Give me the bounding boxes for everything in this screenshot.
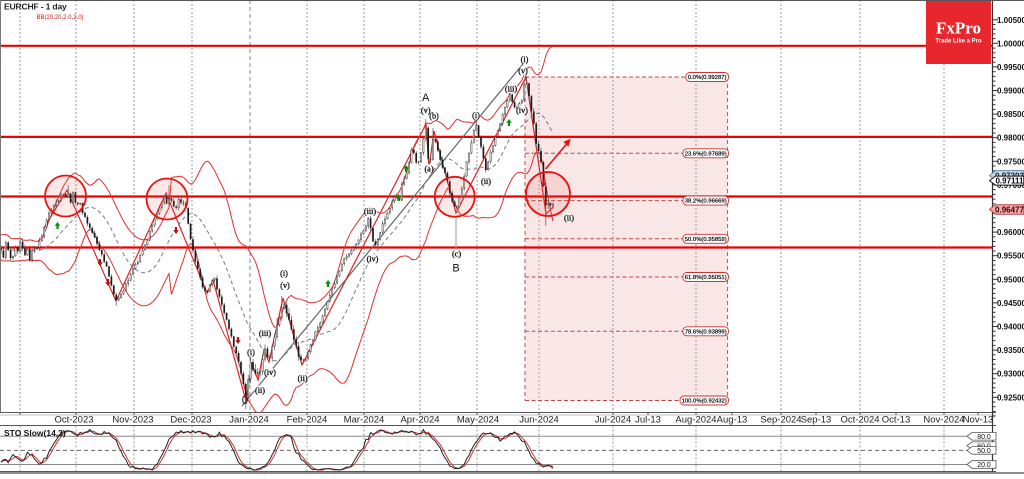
svg-text:B: B bbox=[452, 263, 459, 275]
svg-text:(iv): (iv) bbox=[367, 255, 379, 264]
svg-text:38.2%(0.96669): 38.2%(0.96669) bbox=[685, 199, 727, 205]
svg-text:(v): (v) bbox=[518, 66, 528, 75]
svg-text:23.6%(0.97689): 23.6%(0.97689) bbox=[685, 151, 727, 157]
svg-text:A: A bbox=[422, 92, 430, 104]
svg-text:(iii): (iii) bbox=[364, 207, 377, 216]
svg-text:STO Slow(14,3): STO Slow(14,3) bbox=[4, 428, 66, 438]
svg-text:BB(20,20,2.0,2.0): BB(20,20,2.0,2.0) bbox=[37, 15, 84, 21]
svg-text:(i): (i) bbox=[521, 55, 529, 64]
svg-text:Oct-2023: Oct-2023 bbox=[54, 415, 93, 426]
svg-text:20.0: 20.0 bbox=[977, 462, 991, 469]
svg-text:Oct-13: Oct-13 bbox=[882, 415, 911, 426]
svg-text:(ii): (ii) bbox=[481, 177, 491, 186]
svg-text:(iv): (iv) bbox=[516, 106, 528, 115]
svg-text:0.99500: 0.99500 bbox=[997, 63, 1024, 72]
svg-text:Jan-2024: Jan-2024 bbox=[229, 415, 269, 426]
svg-text:0.96000: 0.96000 bbox=[997, 228, 1024, 237]
svg-text:Trade Like a Pro: Trade Like a Pro bbox=[935, 39, 982, 45]
svg-text:EURCHF - 1 day: EURCHF - 1 day bbox=[4, 2, 67, 12]
svg-text:0.97111: 0.97111 bbox=[995, 177, 1024, 186]
svg-text:(b): (b) bbox=[429, 111, 439, 120]
svg-text:Sep-13: Sep-13 bbox=[801, 415, 832, 426]
svg-text:Dec-2023: Dec-2023 bbox=[170, 415, 211, 426]
svg-text:Jun-2024: Jun-2024 bbox=[519, 415, 559, 426]
svg-text:0.99000: 0.99000 bbox=[997, 87, 1024, 96]
svg-text:May-2024: May-2024 bbox=[457, 415, 499, 426]
svg-text:Aug-13: Aug-13 bbox=[717, 415, 748, 426]
svg-text:Nov-2024: Nov-2024 bbox=[923, 415, 964, 426]
svg-text:(ii): (ii) bbox=[255, 386, 265, 395]
svg-text:(iii): (iii) bbox=[259, 329, 272, 338]
svg-text:Sep-2024: Sep-2024 bbox=[760, 415, 801, 426]
svg-text:0.96477: 0.96477 bbox=[995, 205, 1024, 214]
svg-text:Oct-2024: Oct-2024 bbox=[840, 415, 879, 426]
svg-text:(c): (c) bbox=[452, 249, 461, 258]
svg-text:0.95500: 0.95500 bbox=[997, 252, 1024, 261]
svg-text:0.94500: 0.94500 bbox=[997, 299, 1024, 308]
svg-text:0.0%(0.99287): 0.0%(0.99287) bbox=[688, 75, 727, 81]
svg-text:0.93500: 0.93500 bbox=[997, 346, 1024, 355]
svg-text:Apr-2024: Apr-2024 bbox=[400, 415, 439, 426]
svg-text:Feb-2024: Feb-2024 bbox=[287, 415, 328, 426]
svg-text:0.92500: 0.92500 bbox=[997, 393, 1024, 402]
svg-text:(iii): (iii) bbox=[505, 84, 518, 93]
svg-text:1.00500: 1.00500 bbox=[997, 16, 1024, 25]
svg-text:Nov-13: Nov-13 bbox=[963, 415, 994, 426]
svg-text:(v): (v) bbox=[421, 106, 431, 115]
svg-text:0.95000: 0.95000 bbox=[997, 275, 1024, 284]
svg-text:(iv): (iv) bbox=[264, 368, 276, 377]
svg-text:Jul-2024: Jul-2024 bbox=[595, 415, 631, 426]
svg-text:0.93000: 0.93000 bbox=[997, 370, 1024, 379]
svg-text:(a): (a) bbox=[424, 164, 433, 173]
svg-text:0.97500: 0.97500 bbox=[997, 157, 1024, 166]
svg-text:61.8%(0.95051): 61.8%(0.95051) bbox=[685, 275, 727, 281]
svg-text:(i): (i) bbox=[472, 111, 480, 120]
svg-text:80.0: 80.0 bbox=[977, 434, 991, 441]
svg-text:0: 0 bbox=[242, 395, 248, 407]
svg-text:Mar-2024: Mar-2024 bbox=[344, 415, 385, 426]
svg-text:50.0%(0.95859): 50.0%(0.95859) bbox=[685, 237, 727, 243]
svg-text:(v): (v) bbox=[280, 281, 290, 290]
svg-text:100.0%(0.92432): 100.0%(0.92432) bbox=[682, 399, 727, 405]
svg-text:78.6%(0.93899): 78.6%(0.93899) bbox=[685, 329, 727, 335]
svg-text:(i): (i) bbox=[280, 269, 288, 278]
svg-text:Nov-2023: Nov-2023 bbox=[112, 415, 153, 426]
svg-text:0.98000: 0.98000 bbox=[997, 134, 1024, 143]
svg-text:(ii): (ii) bbox=[298, 374, 308, 383]
svg-text:0.94000: 0.94000 bbox=[997, 323, 1024, 332]
svg-text:Aug-2024: Aug-2024 bbox=[675, 415, 716, 426]
svg-text:FxPro: FxPro bbox=[936, 19, 981, 38]
svg-text:50.0: 50.0 bbox=[977, 448, 991, 455]
svg-text:0.98500: 0.98500 bbox=[997, 110, 1024, 119]
svg-text:(i): (i) bbox=[247, 348, 255, 357]
svg-text:Jul-13: Jul-13 bbox=[635, 415, 661, 426]
svg-text:1.00000: 1.00000 bbox=[997, 39, 1024, 48]
svg-text:(ii): (ii) bbox=[564, 213, 574, 222]
